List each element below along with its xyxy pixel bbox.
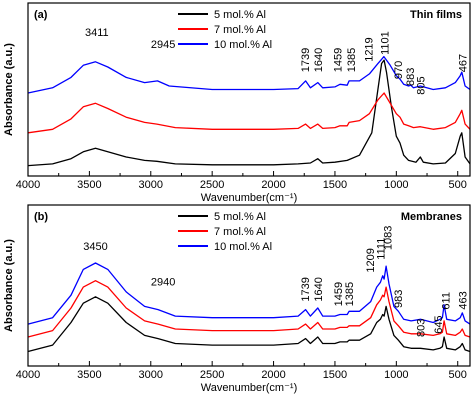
panel-title: Thin films [410, 9, 462, 21]
peak-label: 467 [458, 54, 470, 72]
peak-label: 463 [458, 291, 470, 309]
x-tick-label: 500 [449, 179, 467, 191]
y-axis-label: Absorbance (a.u.) [3, 239, 15, 332]
peak-label: 803 [415, 319, 427, 337]
peak-label: 2940 [151, 277, 175, 289]
peak-label: 1640 [313, 48, 325, 72]
series-line-1 [27, 296, 471, 353]
x-tick-label: 2500 [200, 179, 224, 191]
series-line-1 [27, 59, 471, 167]
plot-frame [27, 204, 471, 367]
peak-label: 1111 [375, 238, 387, 260]
x-tick-label: 1500 [323, 179, 347, 191]
peak-label: 970 [393, 61, 405, 79]
x-tick-label: 3000 [139, 369, 163, 381]
panel-tag: (a) [34, 9, 48, 21]
x-axis-label: Wavenumber(cm⁻¹) [201, 192, 297, 204]
legend-label-3: 10 mol.% Al [214, 241, 272, 253]
legend-label-1: 5 mol.% Al [214, 9, 266, 21]
peak-label: 1385 [344, 282, 356, 306]
x-tick-label: 4000 [16, 179, 40, 191]
panel-title: Membranes [401, 211, 462, 223]
x-tick-label: 1000 [384, 179, 408, 191]
peak-label: 1083 [383, 226, 395, 250]
panel-b-membranes: 4000 3500 3000 2500 2000 1500 1000 500 Wavenumbe… [3, 204, 471, 394]
x-tick-label: 1500 [323, 369, 347, 381]
peak-label: 1385 [346, 48, 358, 72]
x-tick-label: 2000 [261, 179, 285, 191]
series-line-3 [27, 55, 471, 94]
peak-label: 1739 [300, 48, 312, 72]
plot-frame [27, 2, 471, 177]
x-tick-label: 3500 [77, 179, 101, 191]
peak-label: 3411 [85, 27, 109, 39]
x-tick-label: 3000 [139, 179, 163, 191]
series-line-3 [27, 262, 471, 325]
legend-label-2: 7 mol.% Al [214, 24, 266, 36]
legend-label-3: 10 mol.% Al [214, 39, 272, 51]
x-tick-label: 1000 [384, 369, 408, 381]
peak-label: 1219 [364, 37, 376, 61]
peak-label: 1459 [333, 282, 345, 306]
legend-label-2: 7 mol.% Al [214, 226, 266, 238]
peak-label: 1640 [313, 277, 325, 301]
peak-label: 645 [433, 315, 445, 333]
peak-label: 1209 [365, 248, 377, 272]
peak-label: 805 [415, 76, 427, 94]
panel-a-thin-films: 4000 3500 3000 2500 2000 1500 1000 500 Wavenumbe… [3, 2, 471, 204]
peak-label: 1459 [332, 48, 344, 72]
peak-label: 1101 [380, 31, 392, 55]
peak-label: 611 [440, 292, 452, 310]
y-axis-label: Absorbance (a.u.) [3, 43, 15, 136]
series-line-2 [27, 92, 471, 134]
x-tick-label: 2000 [261, 369, 285, 381]
x-tick-label: 2500 [200, 369, 224, 381]
panel-tag: (b) [34, 211, 48, 223]
peak-label: 2945 [151, 39, 175, 51]
peak-label: 1739 [300, 277, 312, 301]
x-tick-label: 4000 [16, 369, 40, 381]
peak-label: 883 [405, 68, 417, 86]
peak-label: 983 [393, 290, 405, 308]
peak-label: 3450 [83, 241, 107, 253]
series-line-2 [27, 280, 471, 338]
legend-label-1: 5 mol.% Al [214, 211, 266, 223]
x-axis-label: Wavenumber(cm⁻¹) [201, 382, 297, 394]
x-tick-label: 500 [449, 369, 467, 381]
x-tick-label: 3500 [77, 369, 101, 381]
